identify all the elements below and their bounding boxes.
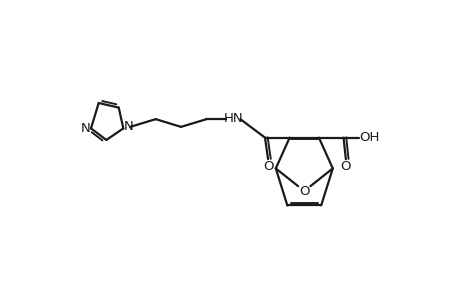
Text: O: O bbox=[262, 160, 273, 173]
Text: N: N bbox=[80, 122, 90, 135]
Text: O: O bbox=[340, 160, 350, 173]
Text: OH: OH bbox=[359, 131, 379, 144]
Text: O: O bbox=[298, 185, 309, 198]
Text: HN: HN bbox=[223, 112, 243, 125]
Text: N: N bbox=[123, 120, 133, 134]
